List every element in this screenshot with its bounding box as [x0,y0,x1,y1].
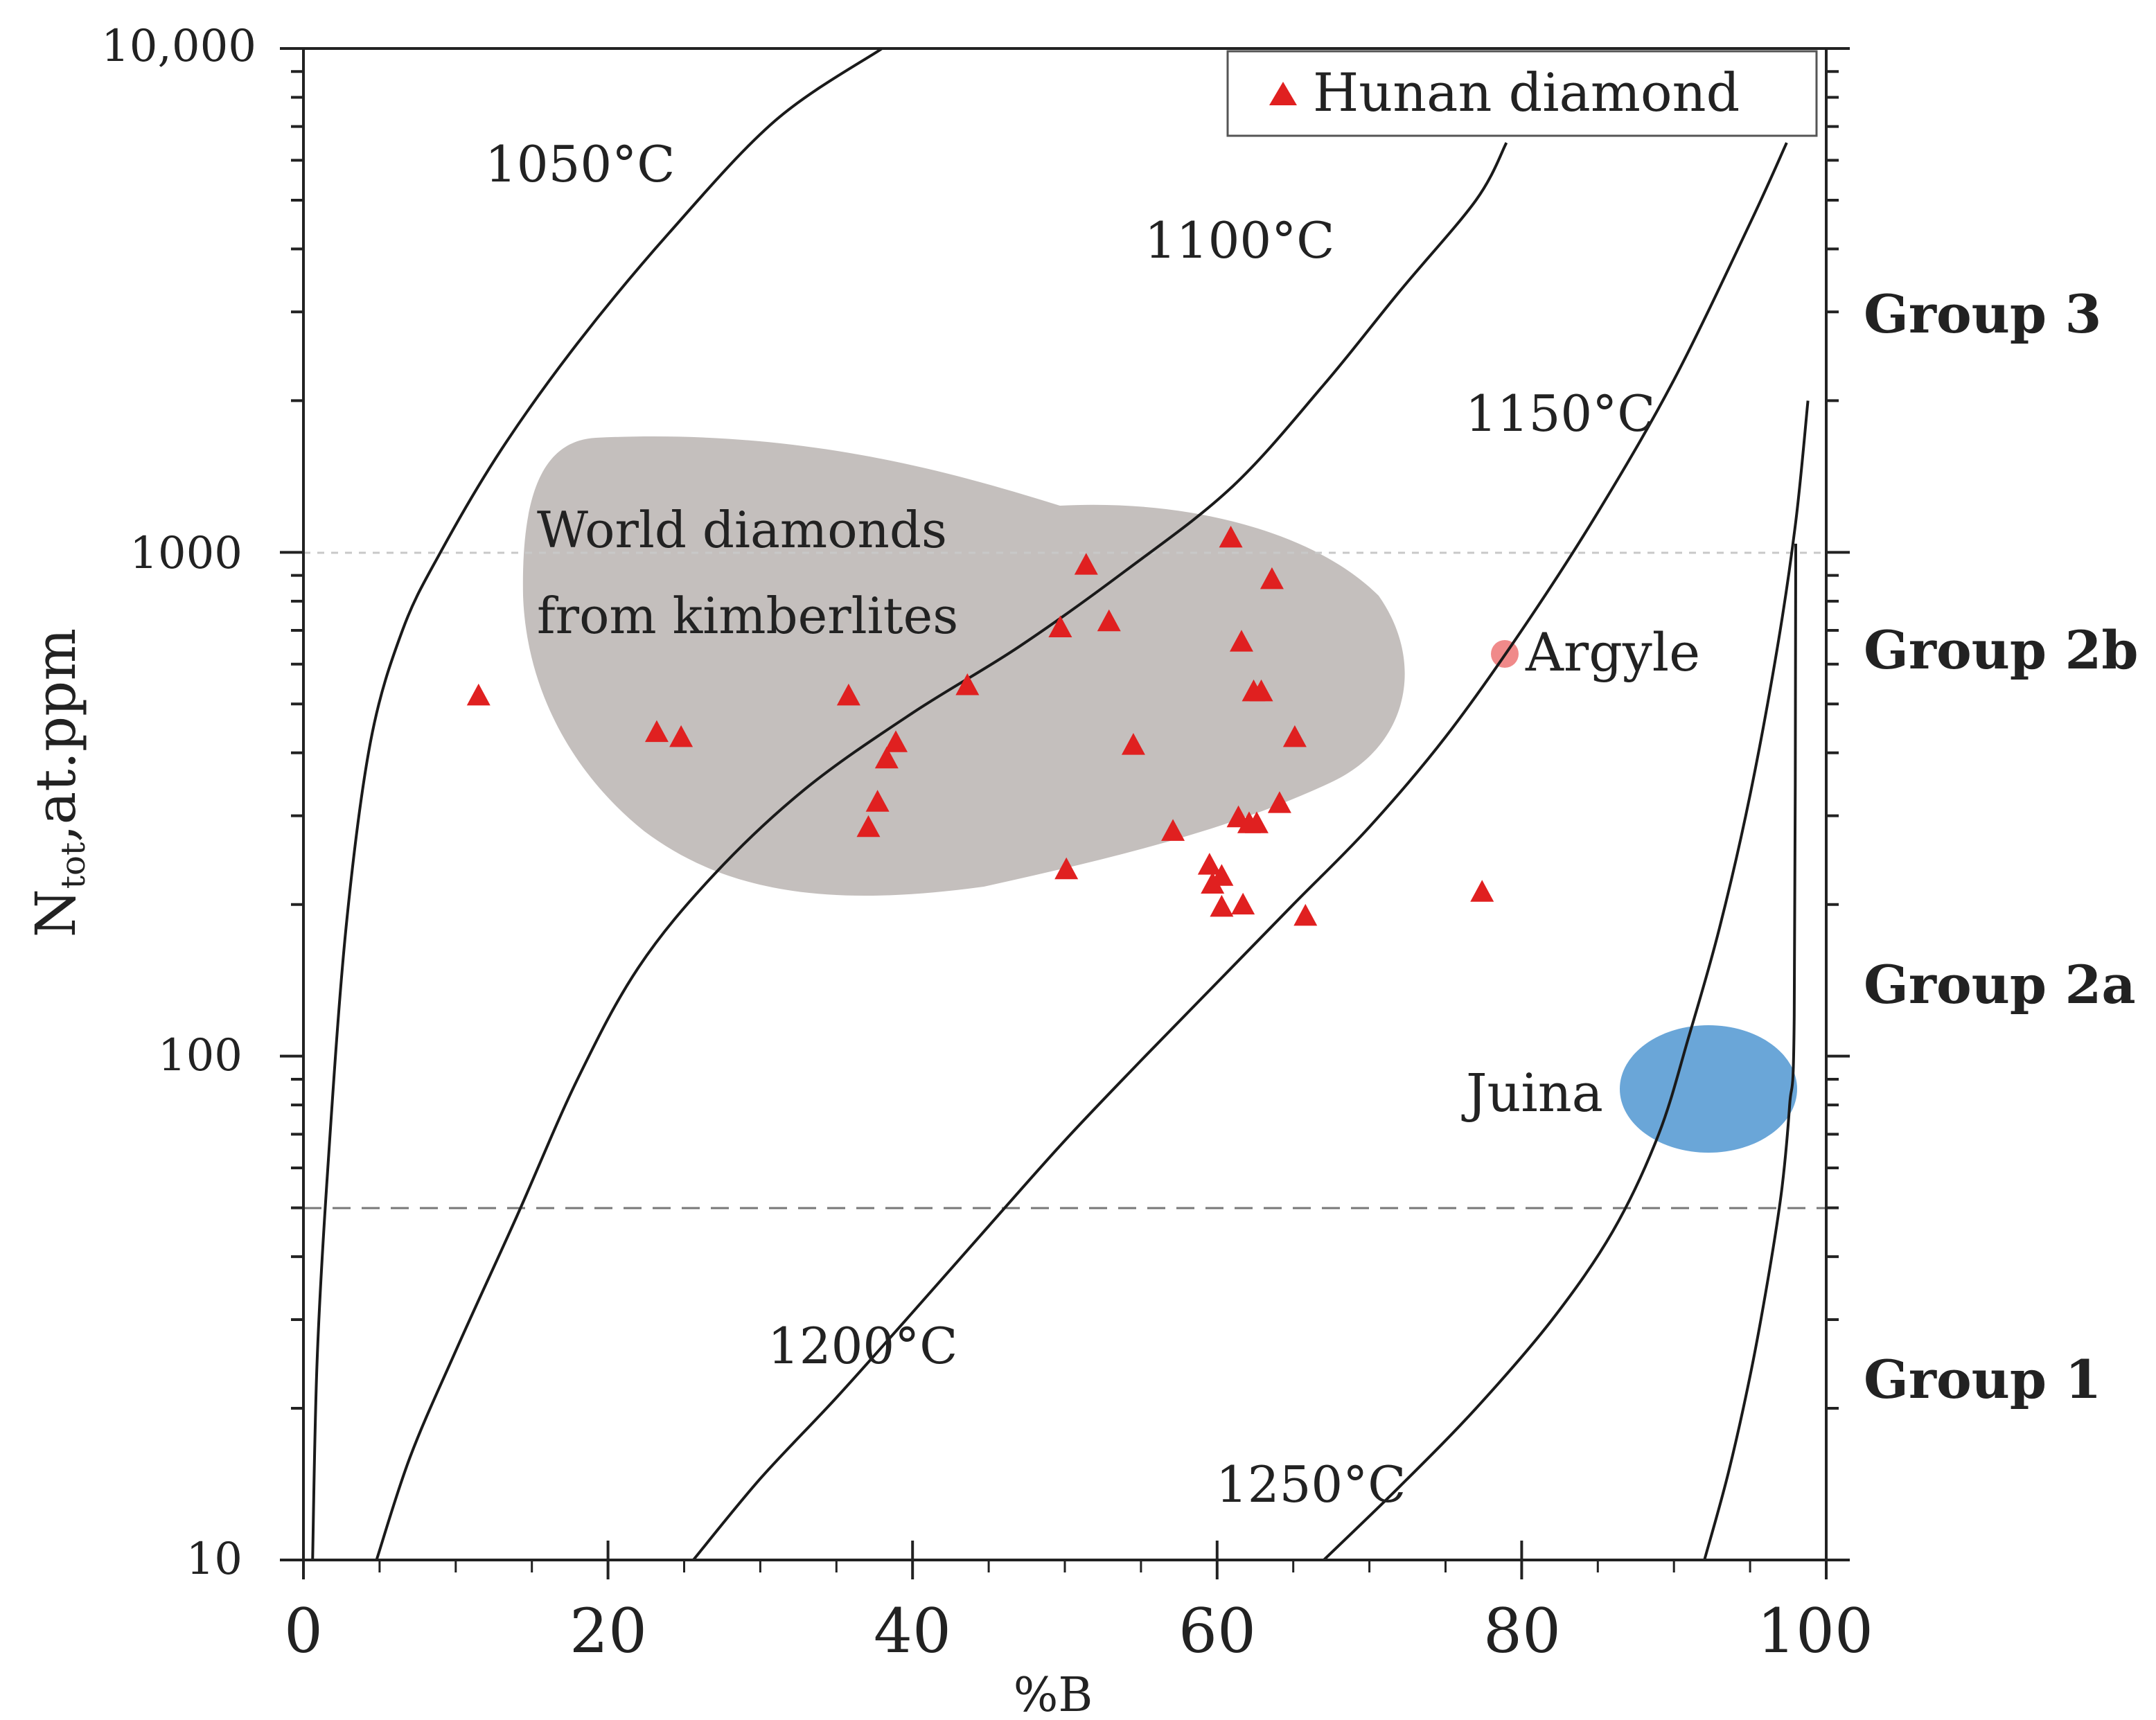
y-tick-label-10: 10 [186,1534,242,1585]
isotherm-curve-3 [692,142,1788,1561]
x-tick-label-0: 0 [284,1595,323,1667]
legend: Hunan diamond [1226,50,1818,137]
group-label-2a: Group 2a [1864,954,2136,1016]
data-point-22 [1229,630,1253,652]
data-point-14 [1121,733,1145,755]
data-point-3 [669,725,693,747]
argyle-label: Argyle [1525,621,1700,683]
legend-marker-triangle [1269,82,1297,105]
x-tick-label-100: 100 [1757,1595,1873,1667]
data-point-16 [1197,853,1221,875]
isotherm-curve-2 [375,142,1508,1561]
isotherm-label-1100: 1100°C [1145,211,1334,269]
y-tick-label-10000: 10,000 [101,21,256,72]
data-point-18 [1210,864,1234,886]
x-tick-label-80: 80 [1483,1595,1561,1667]
y-axis-title-suffix: ,at.ppm [24,628,88,842]
juina-label: Juina [1461,1062,1603,1124]
data-point-8 [856,815,881,837]
world-diamonds-label-line2: from kimberlites [537,587,958,645]
world-diamonds-label-line1: World diamonds [537,501,947,559]
data-point-13 [1054,857,1079,880]
data-point-1 [466,683,491,706]
isotherm-label-1050: 1050°C [485,135,675,193]
data-point-24 [1249,679,1273,702]
data-point-30 [1282,725,1307,747]
y-tick-label-1000: 1000 [130,528,242,579]
x-axis-title: %B [1014,1668,1093,1720]
group-label-3: Group 3 [1864,283,2101,345]
data-point-28 [1244,811,1269,833]
data-point-32 [1470,880,1494,902]
data-point-6 [884,730,908,752]
isotherm-curve-4 [1323,400,1810,1561]
data-point-19 [1210,894,1234,917]
legend-box [1226,50,1818,137]
y-tick-label-100: 100 [158,1030,242,1081]
data-point-7 [865,790,890,812]
hunan-diamond-points [466,525,1494,926]
world-diamonds-region [522,436,1405,896]
data-point-10 [1048,615,1072,637]
juina-region [1620,1025,1797,1153]
legend-label-hunan: Hunan diamond [1313,62,1740,123]
data-point-5 [874,746,899,769]
isotherm-label-1150: 1150°C [1465,384,1655,443]
y-axis-title: Ntot,at.ppm [24,628,93,937]
data-point-11 [1074,553,1098,575]
data-point-25 [1260,567,1284,589]
isotherm-curve-5 [1703,543,1797,1561]
world-diamonds-label: World diamonds from kimberlites [537,501,958,645]
y-axis-title-subscript: tot [54,842,93,889]
data-point-15 [1161,819,1185,841]
group-label-1: Group 1 [1864,1349,2101,1410]
isotherm-label-1250: 1250°C [1216,1455,1406,1514]
isotherm-curves [311,47,1810,1561]
data-point-20 [1231,892,1255,915]
y-axis-title-main: N [24,889,88,937]
x-tick-label-20: 20 [569,1595,647,1667]
data-point-31 [1293,903,1318,926]
x-tick-label-40: 40 [874,1595,951,1667]
isotherm-curve-1 [311,47,883,1561]
data-point-29 [1267,791,1291,813]
x-tick-label-60: 60 [1178,1595,1256,1667]
isotherm-label-1200: 1200°C [768,1317,957,1375]
data-point-12 [1097,609,1121,632]
data-point-21 [1219,525,1243,548]
data-point-9 [955,673,980,695]
data-point-2 [644,720,669,743]
axis-ticks [280,47,1850,1579]
group-label-2b: Group 2b [1864,619,2139,681]
data-point-4 [836,683,860,706]
